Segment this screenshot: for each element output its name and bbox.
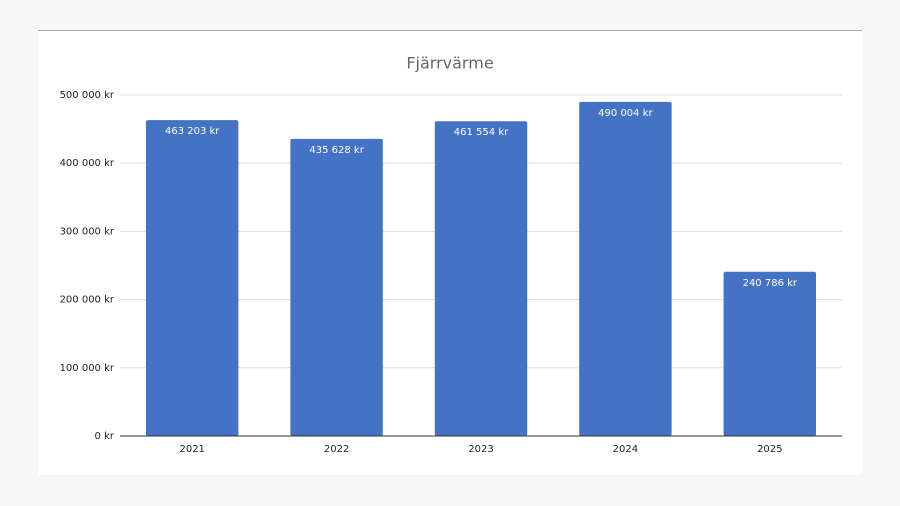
y-tick-label: 100 000 kr bbox=[60, 363, 115, 374]
value-label: 435 628 kr bbox=[309, 145, 364, 156]
bar bbox=[579, 101, 672, 437]
x-tick-label: 2024 bbox=[613, 444, 638, 455]
chart-title: Fjärrvärme bbox=[406, 54, 493, 73]
value-label: 240 786 kr bbox=[743, 278, 798, 289]
x-tick-label: 2021 bbox=[179, 444, 204, 455]
y-tick-label: 300 000 kr bbox=[60, 226, 115, 237]
x-tick-label: 2022 bbox=[324, 444, 349, 455]
y-tick-label: 400 000 kr bbox=[60, 158, 115, 169]
value-label: 461 554 kr bbox=[454, 127, 509, 138]
y-tick-label: 0 kr bbox=[95, 431, 115, 442]
bar bbox=[723, 271, 817, 436]
y-tick-label: 200 000 kr bbox=[60, 295, 115, 306]
x-tick-label: 2023 bbox=[468, 444, 493, 455]
bar bbox=[290, 138, 383, 436]
y-tick-label: 500 000 kr bbox=[60, 90, 115, 101]
value-label: 463 203 kr bbox=[165, 126, 220, 137]
x-tick-label: 2025 bbox=[757, 444, 782, 455]
bar bbox=[145, 120, 239, 436]
value-label: 490 004 kr bbox=[598, 108, 653, 119]
bar bbox=[434, 121, 528, 437]
